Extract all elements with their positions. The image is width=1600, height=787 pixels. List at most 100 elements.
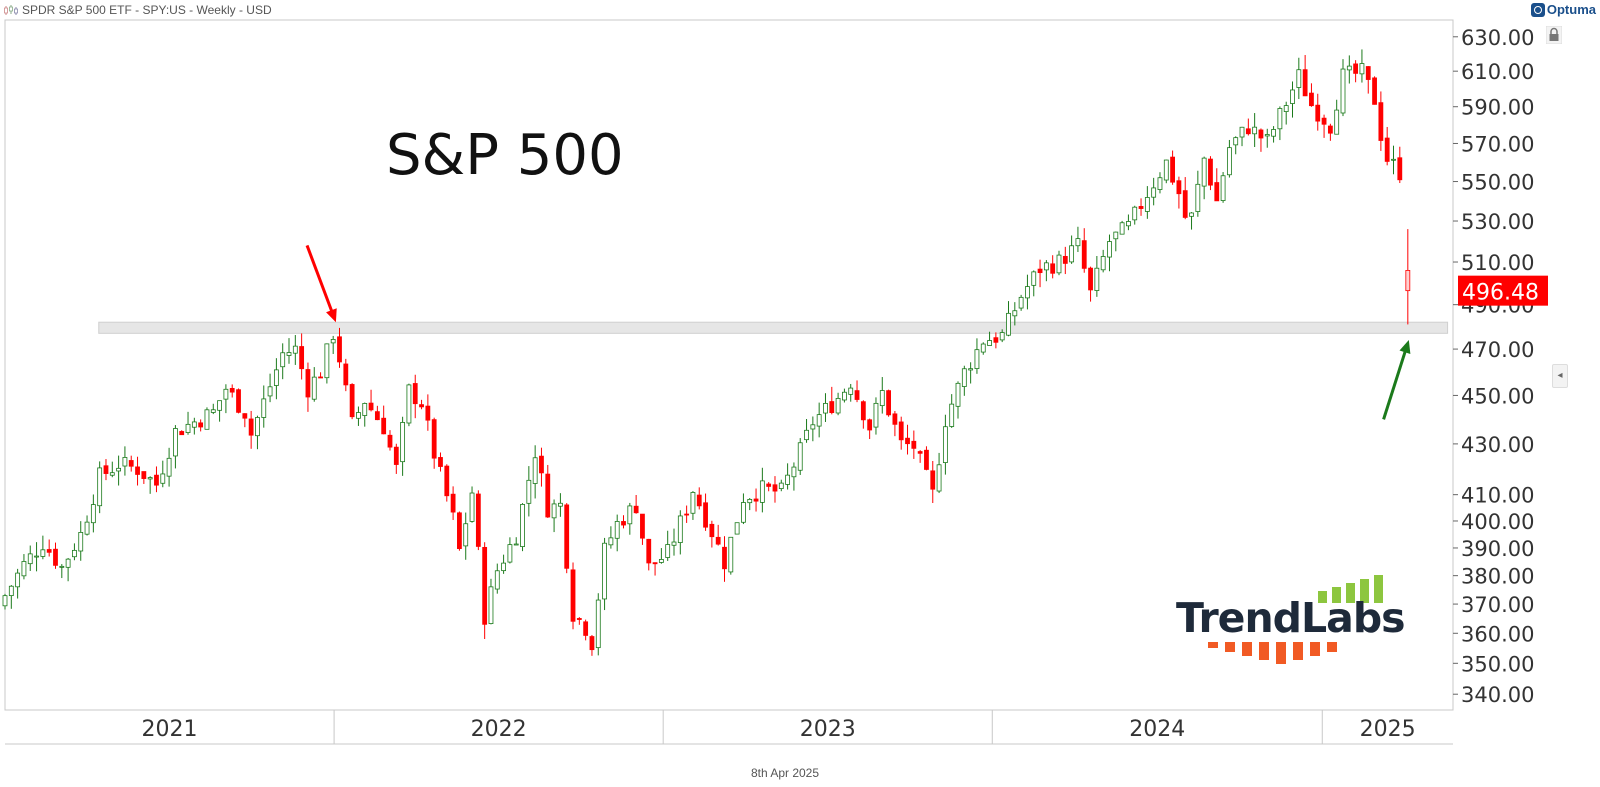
candle xyxy=(696,487,702,510)
candle xyxy=(160,460,166,488)
chart-title: S&P 500 xyxy=(386,123,624,188)
y-tick-label: 410.00 xyxy=(1461,484,1534,508)
candle xyxy=(734,522,740,535)
candle xyxy=(15,568,21,599)
candle xyxy=(8,585,14,609)
candle xyxy=(690,491,696,520)
candle xyxy=(419,399,424,410)
chart-date: 8th Apr 2025 xyxy=(750,766,820,780)
candle xyxy=(930,461,936,503)
candle xyxy=(545,464,551,518)
candle xyxy=(141,471,147,484)
candle xyxy=(1239,126,1245,147)
candle xyxy=(444,464,450,502)
candle xyxy=(715,524,721,546)
candle xyxy=(539,447,544,487)
y-tick-label: 360.00 xyxy=(1461,622,1534,646)
candle xyxy=(1050,255,1056,279)
candle xyxy=(90,494,96,533)
vendor-badge: Optuma xyxy=(1530,2,1596,17)
candle xyxy=(1012,302,1018,326)
candle xyxy=(53,542,58,569)
y-tick-label: 400.00 xyxy=(1461,510,1534,534)
candle xyxy=(450,486,456,520)
candle xyxy=(267,373,273,403)
candle xyxy=(210,403,216,415)
candle xyxy=(431,417,437,469)
candles-layer xyxy=(2,49,1411,656)
candle xyxy=(621,515,626,529)
candle xyxy=(583,619,589,641)
candle xyxy=(311,367,317,402)
last-price-box xyxy=(1458,275,1548,306)
candle xyxy=(753,488,759,512)
candle xyxy=(469,486,475,523)
y-axis: 340.00 350.00 360.00 370.00 380.00 390.00 400.… xyxy=(1453,26,1548,707)
logo-bar xyxy=(1259,642,1269,660)
candle xyxy=(103,459,109,481)
logo-bars-icon xyxy=(1208,575,1383,664)
candle xyxy=(1132,205,1138,225)
y-tick-label: 350.00 xyxy=(1461,652,1534,676)
candle xyxy=(412,374,418,419)
candle xyxy=(1233,136,1239,155)
candle xyxy=(65,557,71,582)
candle xyxy=(482,542,488,640)
candle xyxy=(1170,150,1175,185)
candle xyxy=(135,456,140,486)
candle xyxy=(116,455,122,486)
candle xyxy=(400,416,406,476)
y-tick-label: 590.00 xyxy=(1461,96,1534,120)
optuma-logo-icon xyxy=(1530,2,1545,17)
candle xyxy=(330,335,336,354)
candle xyxy=(1315,93,1321,131)
candle xyxy=(1176,176,1182,209)
candle xyxy=(286,338,292,364)
candle xyxy=(1296,57,1302,100)
candle xyxy=(1277,106,1283,141)
candle xyxy=(299,333,305,380)
chevron-left-icon[interactable]: ◂ xyxy=(1552,364,1568,388)
candle xyxy=(1309,83,1314,107)
candle xyxy=(1378,91,1384,151)
candle xyxy=(147,476,153,494)
candle xyxy=(684,505,690,523)
candle xyxy=(854,380,860,403)
candle xyxy=(494,563,500,594)
candle xyxy=(570,562,576,630)
candle xyxy=(785,463,791,490)
candle xyxy=(362,402,368,427)
candle xyxy=(1062,246,1068,275)
candle xyxy=(248,410,254,449)
candle xyxy=(356,406,361,426)
candle xyxy=(1271,126,1276,143)
candle xyxy=(261,385,267,428)
candle xyxy=(1226,139,1232,178)
candle xyxy=(778,479,784,492)
lock-icon[interactable] xyxy=(1546,26,1562,44)
candle xyxy=(507,537,513,564)
logo-bar xyxy=(1374,575,1383,603)
candle xyxy=(27,545,33,571)
vendor-name: Optuma xyxy=(1546,2,1596,17)
candle xyxy=(993,332,999,349)
candle xyxy=(368,389,374,412)
logo-bar xyxy=(1346,583,1355,603)
candle xyxy=(886,389,891,417)
candle xyxy=(343,358,349,392)
y-tick-label: 510.00 xyxy=(1461,251,1534,275)
candle xyxy=(122,446,128,476)
candle xyxy=(810,416,816,442)
candle xyxy=(1075,226,1081,252)
candle xyxy=(1391,145,1396,175)
candle xyxy=(999,329,1005,343)
candle xyxy=(1201,156,1207,200)
candle xyxy=(1006,301,1011,337)
candle xyxy=(59,564,65,579)
candle xyxy=(1359,49,1365,83)
candle xyxy=(961,365,967,396)
candle xyxy=(236,388,241,414)
candle xyxy=(1283,101,1289,125)
candle xyxy=(154,466,159,493)
